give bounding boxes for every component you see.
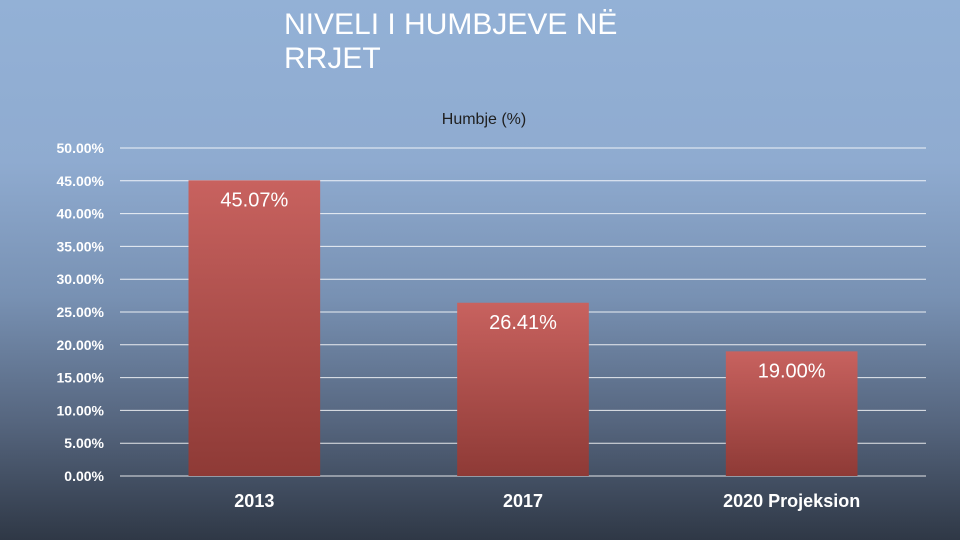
y-tick-label: 40.00% — [57, 206, 105, 222]
y-tick-label: 10.00% — [57, 402, 105, 418]
bar — [188, 180, 321, 476]
bar — [457, 302, 589, 476]
x-category-label: 2017 — [503, 491, 543, 511]
bars — [188, 180, 858, 476]
bar-data-label: 45.07% — [220, 189, 288, 211]
y-tick-label: 5.00% — [64, 435, 104, 451]
y-tick-label: 50.00% — [57, 140, 105, 156]
bar — [725, 351, 858, 476]
x-axis-labels: 2013 2017 2020 Projeksion — [234, 491, 860, 511]
chart-series-label: Humbje (%) — [442, 111, 526, 128]
y-axis-ticks: 0.00% 5.00% 10.00% 15.00% 20.00% 25.00% 30.00%… — [57, 140, 105, 484]
x-category-label: 2013 — [234, 491, 274, 511]
bar-data-label: 26.41% — [489, 312, 557, 334]
x-category-label: 2020 Projeksion — [723, 491, 860, 511]
y-tick-label: 20.00% — [57, 337, 105, 353]
y-tick-label: 25.00% — [57, 304, 105, 320]
slide-title: NIVELI I HUMBJEVE NË RRJET — [284, 8, 618, 75]
y-tick-label: 0.00% — [64, 468, 104, 484]
y-tick-label: 15.00% — [57, 370, 105, 386]
y-tick-label: 45.00% — [57, 173, 105, 189]
y-tick-label: 30.00% — [57, 271, 105, 287]
data-labels: 45.07% 26.41% 19.00% — [220, 189, 825, 382]
y-tick-label: 35.00% — [57, 238, 105, 254]
bar-data-label: 19.00% — [758, 360, 826, 382]
